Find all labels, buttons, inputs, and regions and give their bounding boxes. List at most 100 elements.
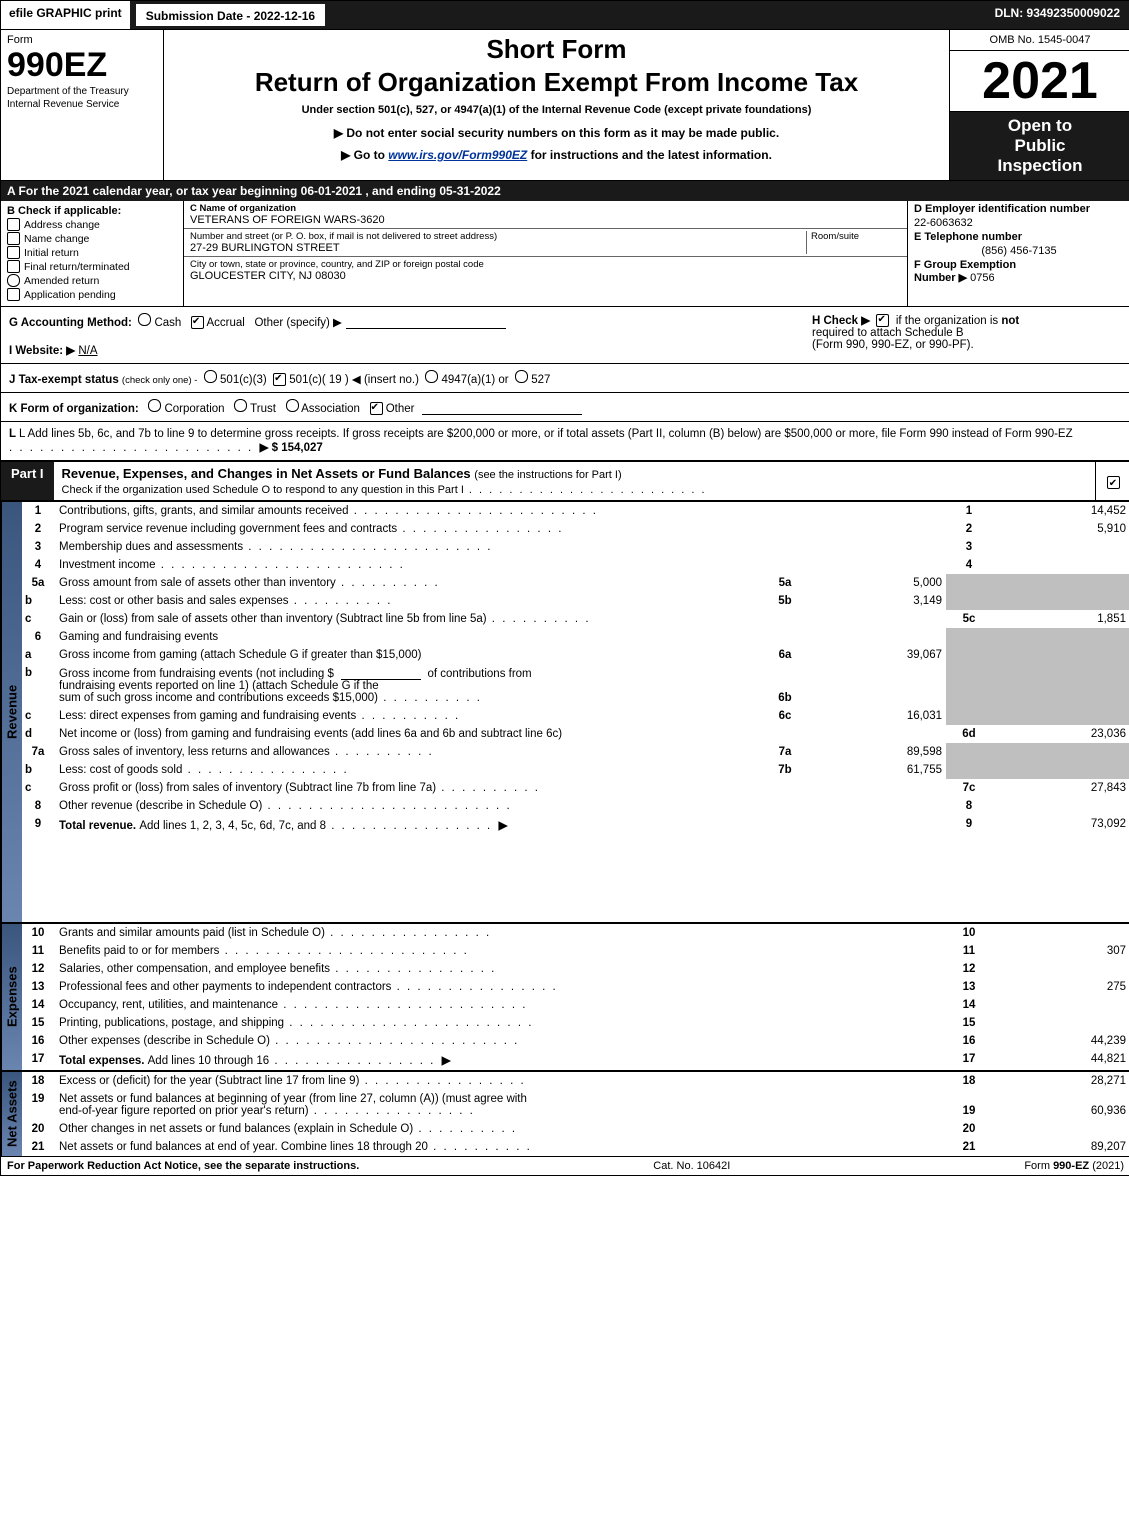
room-label: Room/suite — [811, 231, 901, 242]
l6a-desc: Gross income from gaming (attach Schedul… — [59, 649, 421, 661]
checkbox-icon[interactable] — [7, 232, 20, 245]
l1-val: 14,452 — [992, 502, 1129, 520]
tel-val: (856) 456-7135 — [914, 245, 1124, 257]
checkbox-schedule-o[interactable] — [1107, 476, 1120, 489]
l15-num: 15 — [21, 1014, 55, 1032]
submission-date-label: Submission Date - 2022-12-16 — [134, 2, 327, 28]
l21-val: 89,207 — [992, 1138, 1129, 1156]
l6b-grey — [946, 664, 992, 707]
l8-num: 8 — [21, 797, 55, 815]
dln-label: DLN: 93492350009022 — [985, 1, 1129, 29]
chk-name-change[interactable]: Name change — [7, 232, 177, 245]
l19-val: 60,936 — [992, 1090, 1129, 1120]
h-text3: (Form 990, 990-EZ, or 990-PF). — [812, 339, 974, 351]
l19-num: 19 — [21, 1090, 55, 1120]
l4-val — [992, 556, 1129, 574]
l6-desc: Gaming and fundraising events — [55, 628, 946, 646]
radio-501c3[interactable] — [204, 370, 217, 383]
l6-grey — [946, 628, 992, 646]
ein-val: 22-6063632 — [914, 217, 1124, 229]
j-small: (check only one) - — [122, 375, 198, 386]
l-val: ▶ $ 154,027 — [260, 442, 323, 454]
g-other: Other (specify) ▶ — [254, 317, 341, 329]
checkbox-icon[interactable] — [7, 246, 20, 259]
open-to-public-box: Open to Public Inspection — [950, 112, 1129, 180]
k-corp: Corporation — [164, 403, 224, 415]
radio-cash[interactable] — [138, 313, 151, 326]
radio-assoc[interactable] — [286, 399, 299, 412]
radio-icon[interactable] — [7, 274, 20, 287]
checkbox-accrual[interactable] — [191, 316, 204, 329]
chk-amended-return[interactable]: Amended return — [7, 274, 177, 287]
l6-num: 6 — [21, 628, 55, 646]
l14-desc: Occupancy, rent, utilities, and maintena… — [59, 999, 278, 1011]
l10-val — [992, 924, 1129, 942]
street-val: 27-29 BURLINGTON STREET — [190, 242, 806, 254]
l3-desc: Membership dues and assessments — [59, 541, 243, 553]
part-1-header: Part I Revenue, Expenses, and Changes in… — [1, 461, 1129, 501]
checkbox-icon[interactable] — [7, 218, 20, 231]
chk-application-pending[interactable]: Application pending — [7, 288, 177, 301]
chk-final-return[interactable]: Final return/terminated — [7, 260, 177, 273]
efile-print-label[interactable]: efile GRAPHIC print — [1, 1, 134, 29]
open2: Public — [950, 136, 1129, 156]
goto-link-row: ▶ Go to www.irs.gov/Form990EZ for instru… — [172, 148, 941, 162]
checkbox-icon[interactable] — [7, 260, 20, 273]
radio-527[interactable] — [515, 370, 528, 383]
group-exemption-val: 0756 — [970, 272, 994, 284]
chk-initial-return[interactable]: Initial return — [7, 246, 177, 259]
radio-4947[interactable] — [425, 370, 438, 383]
l6a-minival: 39,067 — [808, 646, 946, 664]
j-501c: 501(c)( 19 ) ◀ (insert no.) — [289, 374, 419, 386]
radio-corp[interactable] — [148, 399, 161, 412]
l21-desc: Net assets or fund balances at end of ye… — [59, 1141, 428, 1153]
revenue-section: Revenue 1 Contributions, gifts, grants, … — [1, 501, 1129, 923]
row-a-period: A For the 2021 calendar year, or tax yea… — [1, 181, 1129, 201]
title-block: Form 990EZ Department of the Treasury In… — [1, 30, 1129, 181]
l5b-mini: 5b — [762, 592, 808, 610]
l1-num: 1 — [21, 502, 55, 520]
col-d-e-f: D Employer identification number 22-6063… — [908, 201, 1129, 306]
checkbox-icon[interactable] — [7, 288, 20, 301]
k-other-blank — [422, 402, 582, 415]
row-g-accounting: G Accounting Method: Cash Accrual Other … — [1, 307, 804, 363]
title-under: Under section 501(c), 527, or 4947(a)(1)… — [172, 104, 941, 116]
l19-desc: Net assets or fund balances at beginning… — [59, 1093, 527, 1105]
part-1-tag: Part I — [1, 462, 54, 500]
l8-desc: Other revenue (describe in Schedule O) — [59, 800, 262, 812]
l6b-minival — [808, 664, 946, 707]
l5a-mini: 5a — [762, 574, 808, 592]
h-text1: if the organization is — [896, 315, 1001, 327]
g-label: G Accounting Method: — [9, 317, 132, 329]
l7b-minival: 61,755 — [808, 761, 946, 779]
chk-address-change[interactable]: Address change — [7, 218, 177, 231]
expenses-section: Expenses 10 Grants and similar amounts p… — [1, 923, 1129, 1071]
l2-num: 2 — [21, 520, 55, 538]
l6c-num: c — [21, 707, 55, 725]
l6d-col: 6d — [946, 725, 992, 743]
g-cash: Cash — [154, 317, 181, 329]
l7a-grey — [946, 743, 992, 761]
l6b-desc-pre: Gross income from fundraising events (no… — [59, 668, 334, 680]
street-label: Number and street (or P. O. box, if mail… — [190, 231, 806, 242]
checkbox-h[interactable] — [876, 314, 889, 327]
k-trust: Trust — [250, 403, 276, 415]
l14-col: 14 — [946, 996, 992, 1014]
l6a-num: a — [21, 646, 55, 664]
arrow-icon: ▶ — [442, 1055, 451, 1067]
goto-link[interactable]: www.irs.gov/Form990EZ — [388, 148, 527, 162]
radio-trust[interactable] — [234, 399, 247, 412]
l11-desc: Benefits paid to or for members — [59, 945, 219, 957]
top-bar-left: efile GRAPHIC print Submission Date - 20… — [1, 1, 327, 29]
l6-grey2 — [992, 628, 1129, 646]
l5a-grey2 — [992, 574, 1129, 592]
h-head: H Check ▶ — [812, 315, 870, 327]
checkbox-other[interactable] — [370, 402, 383, 415]
l20-val — [992, 1120, 1129, 1138]
dept-treasury: Department of the Treasury Internal Reve… — [7, 86, 157, 111]
netassets-table: 18 Excess or (deficit) for the year (Sub… — [21, 1072, 1129, 1156]
k-other: Other — [386, 403, 415, 415]
checkbox-501c[interactable] — [273, 373, 286, 386]
l13-val: 275 — [992, 978, 1129, 996]
l6b-desc2: fundraising events reported on line 1) (… — [59, 680, 379, 692]
